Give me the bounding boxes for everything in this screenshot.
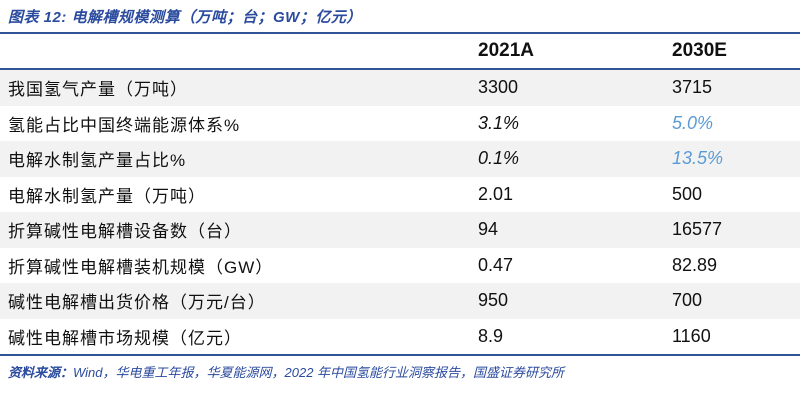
header-cell-2021a: 2021A	[478, 40, 534, 61]
value-2021: 3.1%	[478, 112, 520, 133]
row-label: 折算碱性电解槽设备数（台）	[8, 222, 242, 242]
value-2021: 950	[478, 290, 509, 311]
value-2021: 94	[478, 219, 499, 240]
value-2021: 3300	[478, 77, 519, 98]
table-body: 我国氢气产量（万吨） 3300 3715 氢能占比中国终端能源体系% 3.1% …	[0, 70, 800, 354]
row-label: 电解水制氢产量（万吨）	[8, 186, 206, 206]
value-2021: 0.1%	[478, 148, 520, 169]
value-2030: 3715	[672, 77, 713, 98]
row-label: 碱性电解槽出货价格（万元/台）	[8, 293, 266, 313]
row-label: 氢能占比中国终端能源体系%	[8, 115, 241, 135]
table-row: 电解水制氢产量（万吨） 2.01 500	[0, 176, 800, 212]
source-note: 资料来源：Wind，华电重工年报，华夏能源网，2022 年中国氢能行业洞察报告，…	[8, 362, 792, 381]
table-row: 我国氢气产量（万吨） 3300 3715	[0, 70, 800, 106]
value-2030: 500	[672, 183, 703, 204]
value-2030: 1160	[672, 325, 711, 346]
value-2030: 5.0%	[672, 112, 714, 133]
table-row: 折算碱性电解槽装机规模（GW） 0.47 82.89	[0, 247, 800, 283]
table-row: 氢能占比中国终端能源体系% 3.1% 5.0%	[0, 105, 800, 141]
figure-title: 图表 12: 电解槽规模测算（万吨；台；GW；亿元）	[8, 9, 362, 26]
table-row: 折算碱性电解槽设备数（台） 94 16577	[0, 212, 800, 248]
row-label: 碱性电解槽市场规模（亿元）	[8, 328, 242, 348]
value-2030: 82.89	[672, 254, 718, 275]
source-note-prefix: 资料来源：	[8, 365, 74, 380]
table-row: 电解水制氢产量占比% 0.1% 13.5%	[0, 141, 800, 177]
table-row: 碱性电解槽出货价格（万元/台） 950 700	[0, 283, 800, 319]
electrolyzer-table: 2021A 2030E 我国氢气产量（万吨） 3300 3715 氢能占比中国终…	[0, 32, 800, 356]
value-2030: 13.5%	[672, 148, 724, 169]
row-label: 折算碱性电解槽装机规模（GW）	[8, 257, 274, 277]
value-2021: 8.9	[478, 325, 504, 346]
table-row: 碱性电解槽市场规模（亿元） 8.9 1160	[0, 318, 800, 354]
header-cell-2030e: 2030E	[672, 40, 727, 61]
value-2021: 0.47	[478, 254, 514, 275]
header-row: 2021A 2030E	[0, 34, 800, 70]
row-label: 我国氢气产量（万吨）	[8, 80, 188, 100]
row-label: 电解水制氢产量占比%	[8, 151, 187, 171]
table-header: 2021A 2030E	[0, 34, 800, 70]
value-2021: 2.01	[478, 183, 514, 204]
value-2030: 700	[672, 290, 703, 311]
value-2030: 16577	[672, 219, 723, 240]
source-note-text: Wind，华电重工年报，华夏能源网，2022 年中国氢能行业洞察报告，国盛证券研…	[73, 365, 565, 380]
